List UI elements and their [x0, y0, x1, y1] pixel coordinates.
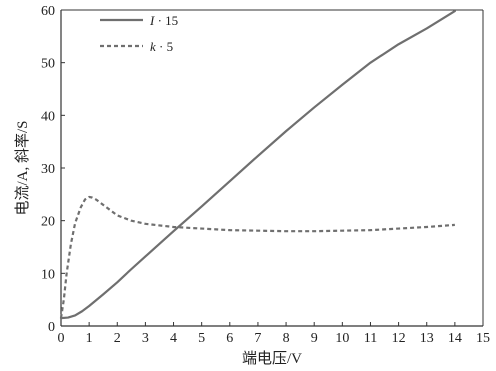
x-tick-label: 10: [335, 331, 349, 346]
x-tick-label: 11: [364, 331, 377, 346]
legend-label: k · 5: [150, 39, 173, 54]
y-tick-label: 60: [41, 4, 55, 19]
y-axis-label: 电流/A, 斜率/S: [14, 120, 31, 215]
x-tick-label: 3: [142, 331, 149, 346]
x-tick-label: 14: [448, 331, 462, 346]
x-tick-label: 1: [86, 331, 93, 346]
x-tick-label: 5: [198, 331, 205, 346]
series-line-k: [59, 195, 455, 319]
x-axis-ticks: 0 1 2 3 4 5 6 7 8 9 10 11 12 13 14 15: [58, 322, 490, 346]
series-line-i: [59, 9, 456, 320]
plot-area: [60, 9, 484, 327]
x-tick-label: 6: [226, 331, 233, 346]
y-tick-label: 10: [41, 267, 55, 282]
x-tick-label: 8: [283, 331, 290, 346]
x-tick-label: 7: [254, 331, 261, 346]
y-tick-label: 40: [41, 109, 55, 124]
x-tick-label: 15: [476, 331, 490, 346]
series-layer: [59, 9, 456, 320]
legend-label: I · 15: [149, 13, 178, 28]
y-tick-label: 50: [41, 57, 55, 72]
x-axis-label: 端电压/V: [242, 350, 302, 367]
y-axis-ticks: 0 10 20 30 40 50 60: [41, 4, 65, 335]
x-tick-label: 13: [420, 331, 434, 346]
x-tick-label: 12: [392, 331, 406, 346]
y-tick-label: 20: [41, 215, 55, 230]
y-tick-label: 30: [41, 162, 55, 177]
y-tick-label: 0: [48, 320, 55, 335]
x-tick-label: 9: [311, 331, 318, 346]
x-tick-label: 0: [58, 331, 65, 346]
legend: I · 15 k · 5: [100, 13, 178, 54]
x-tick-label: 2: [114, 331, 121, 346]
x-tick-label: 4: [170, 331, 177, 346]
